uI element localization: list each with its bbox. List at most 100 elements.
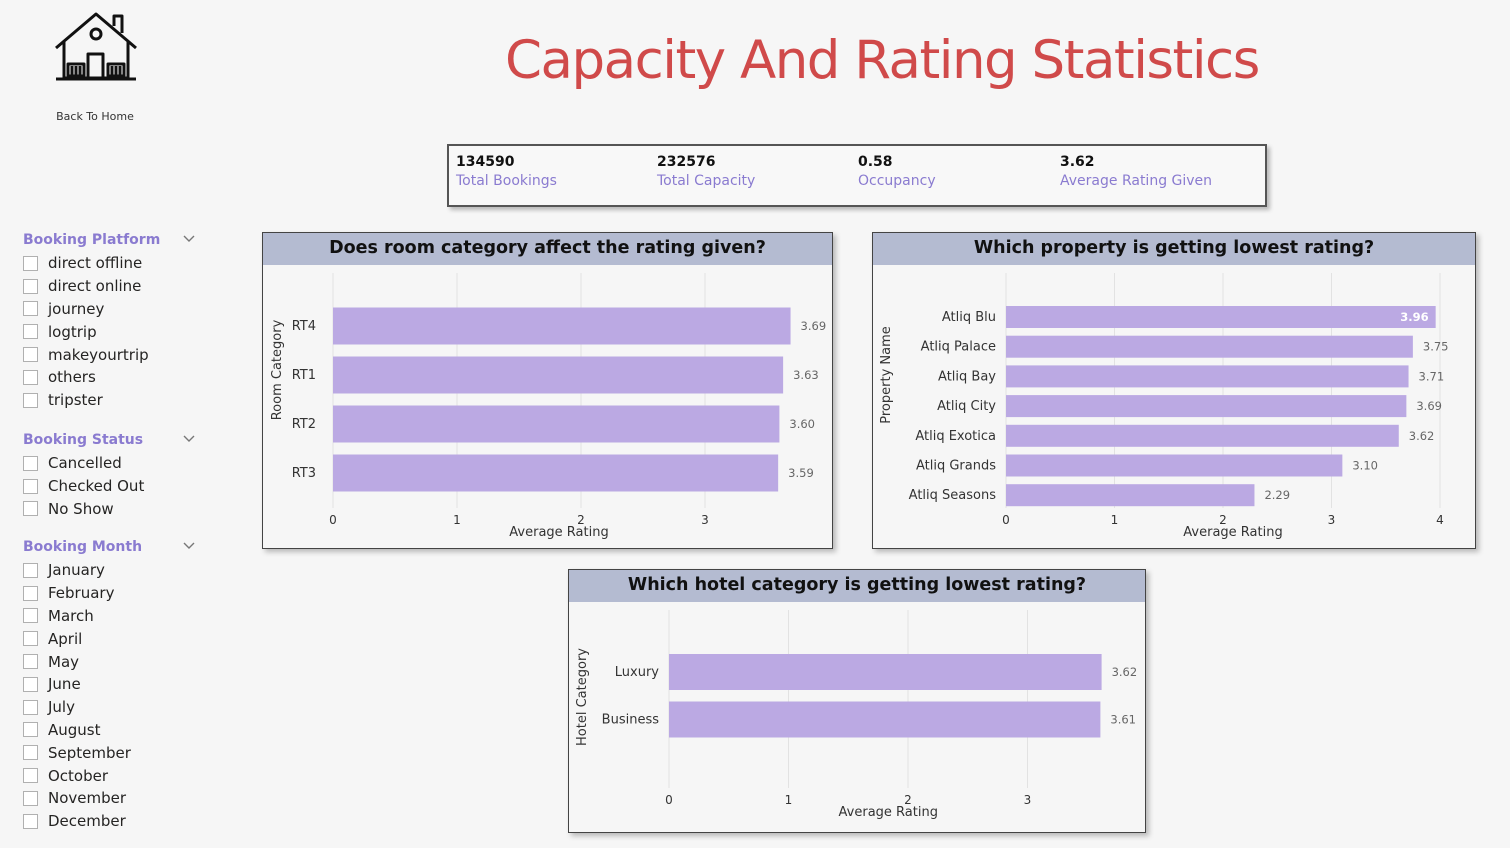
slicer-option[interactable]: December xyxy=(23,810,203,833)
chevron-down-icon[interactable] xyxy=(183,432,195,444)
chart-title: Which hotel category is getting lowest r… xyxy=(569,570,1145,602)
bar[interactable] xyxy=(333,454,779,492)
slicer-option[interactable]: direct online xyxy=(23,275,203,298)
slicer-option[interactable]: logtrip xyxy=(23,320,203,343)
slicer-option[interactable]: April xyxy=(23,627,203,650)
checkbox[interactable] xyxy=(23,699,38,715)
chart-title: Does room category affect the rating giv… xyxy=(263,233,832,265)
checkbox[interactable] xyxy=(23,324,38,340)
slicer-option-label: August xyxy=(48,720,101,739)
chevron-down-icon[interactable] xyxy=(183,232,195,244)
category-label: Business xyxy=(602,713,660,728)
checkbox[interactable] xyxy=(23,478,38,494)
bar[interactable] xyxy=(1006,454,1343,477)
y-axis-title: Property Name xyxy=(879,326,894,424)
checkbox[interactable] xyxy=(23,278,38,294)
slicer-option-label: February xyxy=(48,584,115,603)
bar[interactable] xyxy=(669,654,1102,690)
back-to-home-label[interactable]: Back To Home xyxy=(56,110,134,123)
checkbox[interactable] xyxy=(23,562,38,578)
checkbox[interactable] xyxy=(23,585,38,601)
bar[interactable] xyxy=(1006,335,1413,358)
kpi-value: 3.62 xyxy=(1060,154,1095,170)
x-tick-label: 3 xyxy=(701,513,709,527)
checkbox[interactable] xyxy=(23,676,38,692)
category-label: RT3 xyxy=(292,466,316,481)
slicer-option[interactable]: October xyxy=(23,764,203,787)
slicer-option[interactable]: Cancelled xyxy=(23,452,203,475)
slicer-option[interactable]: June xyxy=(23,673,203,696)
slicer-option-label: Checked Out xyxy=(48,477,145,496)
bar[interactable] xyxy=(333,307,791,345)
back-to-home-button[interactable] xyxy=(50,10,142,84)
category-label: RT1 xyxy=(292,368,316,383)
data-label: 3.61 xyxy=(1110,713,1136,727)
y-axis-title: Hotel Category xyxy=(575,648,590,746)
checkbox[interactable] xyxy=(23,255,38,271)
bar[interactable] xyxy=(1006,484,1255,507)
kpi-occupancy: 0.58 Occupancy xyxy=(858,154,936,189)
checkbox[interactable] xyxy=(23,301,38,317)
bar[interactable] xyxy=(1006,306,1436,328)
slicer-option[interactable]: makeyourtrip xyxy=(23,343,203,366)
data-label: 3.62 xyxy=(1112,665,1138,679)
bar[interactable] xyxy=(1006,365,1409,388)
slicer-option-label: May xyxy=(48,652,80,671)
bar[interactable] xyxy=(1006,424,1399,447)
slicer-option[interactable]: journey xyxy=(23,298,203,321)
bar[interactable] xyxy=(669,701,1101,738)
slicer-header[interactable]: Booking Platform xyxy=(23,232,203,252)
page-title: Capacity And Rating Statistics xyxy=(505,30,1260,91)
x-tick-label: 2 xyxy=(1219,513,1227,527)
kpi-label: Total Capacity xyxy=(657,173,756,189)
chevron-down-icon[interactable] xyxy=(183,539,195,551)
slicer-option-label: October xyxy=(48,766,109,785)
category-label: Atliq City xyxy=(937,399,996,414)
slicer-option[interactable]: January xyxy=(23,559,203,582)
checkbox[interactable] xyxy=(23,654,38,670)
slicer-option-label: No Show xyxy=(48,499,114,518)
data-label: 3.69 xyxy=(801,319,827,333)
slicer-option[interactable]: others xyxy=(23,366,203,389)
bar[interactable] xyxy=(333,405,780,443)
slicer-option[interactable]: March xyxy=(23,605,203,628)
bar[interactable] xyxy=(333,356,784,394)
slicer-option[interactable]: November xyxy=(23,787,203,810)
slicer-option[interactable]: July xyxy=(23,696,203,719)
slicer-option[interactable]: August xyxy=(23,719,203,742)
slicer-header[interactable]: Booking Month xyxy=(23,539,203,559)
checkbox[interactable] xyxy=(23,768,38,784)
checkbox[interactable] xyxy=(23,392,38,408)
hotel-category-bar-chart: 0 1 2 3 Luxury 3.62 Business 3.61 Average Rating… xyxy=(575,610,1138,820)
slicer-option[interactable]: No Show xyxy=(23,498,203,521)
kpi-average-rating: 3.62 Average Rating Given xyxy=(1060,154,1212,189)
checkbox[interactable] xyxy=(23,790,38,806)
slicer-option[interactable]: September xyxy=(23,741,203,764)
checkbox[interactable] xyxy=(23,455,38,471)
kpi-label: Average Rating Given xyxy=(1060,173,1213,189)
checkbox[interactable] xyxy=(23,722,38,738)
x-tick-label: 3 xyxy=(1328,513,1336,527)
slicer-option[interactable]: tripster xyxy=(23,389,203,412)
x-tick-label: 4 xyxy=(1436,513,1444,527)
bar[interactable] xyxy=(1006,395,1407,418)
checkbox[interactable] xyxy=(23,501,38,517)
slicer-option[interactable]: Checked Out xyxy=(23,475,203,498)
slicer-option[interactable]: direct offline xyxy=(23,252,203,275)
x-tick-label: 1 xyxy=(785,793,793,807)
chart-card-hotel-category: Which hotel category is getting lowest r… xyxy=(568,569,1146,833)
checkbox[interactable] xyxy=(23,631,38,647)
checkbox[interactable] xyxy=(23,608,38,624)
slicer-option[interactable]: May xyxy=(23,650,203,673)
slicer-option-label: June xyxy=(48,675,81,694)
checkbox[interactable] xyxy=(23,347,38,363)
slicer-option[interactable]: February xyxy=(23,582,203,605)
slicer-header[interactable]: Booking Status xyxy=(23,432,203,452)
checkbox[interactable] xyxy=(23,745,38,761)
category-label: Atliq Exotica xyxy=(915,429,996,444)
checkbox[interactable] xyxy=(23,369,38,385)
kpi-total-bookings: 134590 Total Bookings xyxy=(456,154,557,189)
data-label: 3.63 xyxy=(793,368,819,382)
checkbox[interactable] xyxy=(23,813,38,829)
slicer-option-label: direct online xyxy=(48,277,142,296)
